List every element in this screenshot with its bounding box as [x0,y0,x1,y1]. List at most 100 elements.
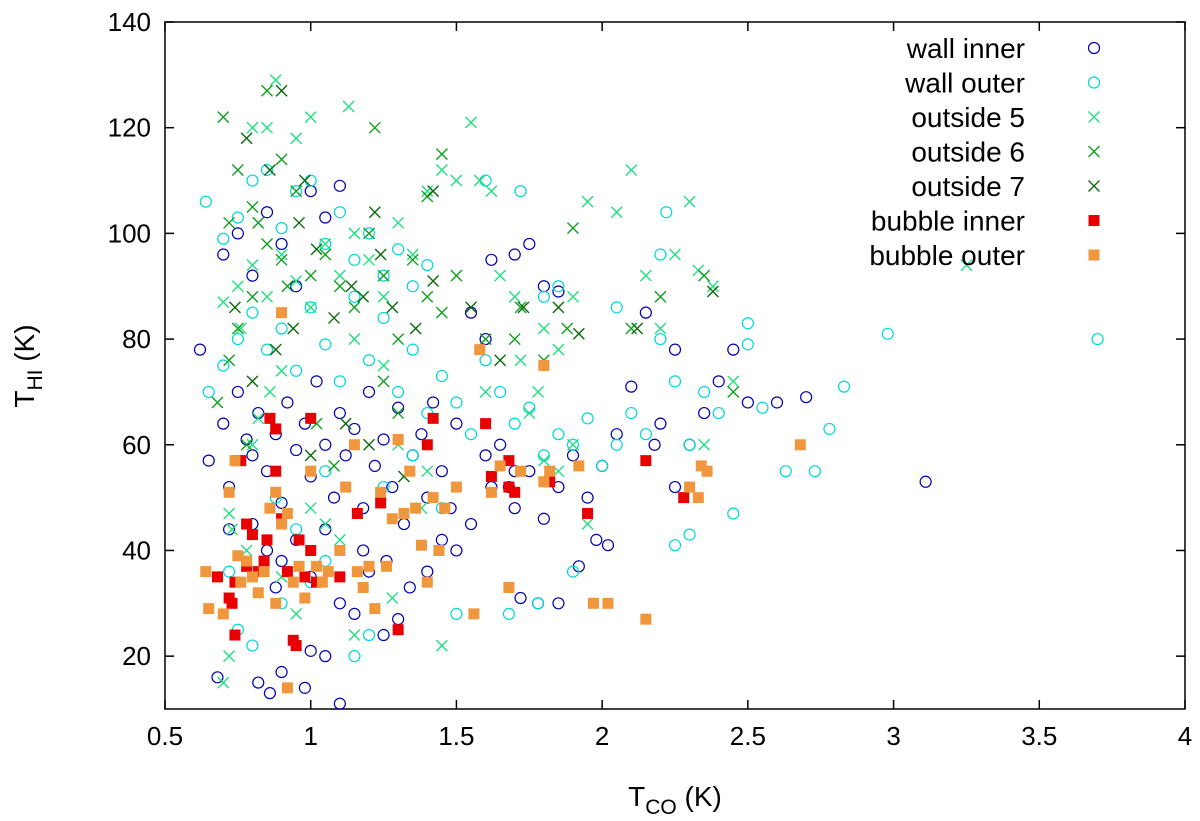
data-point [377,628,390,642]
data-point [392,433,404,445]
data-point [270,465,282,477]
data-point [668,343,682,356]
data-point [698,438,711,451]
data-point [573,460,585,472]
data-point [427,492,439,504]
data-point [275,253,288,266]
data-point [537,280,550,293]
data-point [348,607,361,620]
series-outside-7 [228,84,719,483]
data-point [333,269,346,282]
legend-marker [1087,76,1101,89]
data-point [319,248,332,261]
data-point [406,343,419,356]
data-point [706,285,719,298]
data-point [532,385,545,398]
data-point [450,607,463,620]
data-point [217,676,230,689]
data-point [639,269,652,282]
data-point [231,280,244,293]
data-point [669,248,681,261]
data-point [531,597,545,610]
data-point [479,385,492,398]
y-axis-title: THI (K) [9,324,47,407]
data-point [322,566,334,578]
data-point [712,406,725,420]
data-point [421,439,433,451]
data-point [450,174,463,187]
data-point [261,84,273,97]
data-point [514,301,527,314]
data-point [319,237,332,251]
data-point [741,396,754,409]
data-point [756,401,769,414]
data-point [538,360,550,371]
data-point [625,380,638,393]
data-point [362,628,376,642]
data-point [421,565,434,578]
data-point [264,502,276,514]
data-point [333,406,346,420]
series-bubble-inner [211,412,690,652]
data-point [421,185,434,198]
data-point [234,322,247,335]
data-point [357,544,370,557]
data-point [290,185,303,198]
data-point [327,491,341,504]
data-point [485,486,497,498]
data-point [299,592,311,604]
y-tick-label: 140 [108,7,151,37]
data-point [683,528,696,541]
legend-marker [1087,41,1101,55]
data-point [246,121,259,134]
data-point [552,285,565,298]
data-point [479,333,492,346]
data-point [415,428,428,441]
data-point [223,216,236,229]
data-point [269,74,282,87]
data-point [581,412,594,425]
data-point [217,417,230,430]
data-point [561,322,574,335]
data-point [794,439,806,451]
data-point [537,512,550,525]
data-point [523,401,536,414]
data-point [683,438,696,451]
data-point [319,211,332,224]
data-point [275,222,288,235]
data-point [252,216,265,229]
data-point [226,597,238,609]
x-tick-label: 2.5 [730,721,766,751]
data-point [363,227,375,240]
data-point [823,422,836,436]
data-point [260,163,274,177]
data-point [290,443,303,457]
data-point [464,517,478,531]
data-point [741,338,754,351]
data-point [587,597,599,609]
data-point [333,697,346,710]
data-point [275,153,288,166]
data-point [287,576,299,588]
data-point [333,206,346,219]
data-point [421,576,433,588]
data-point [808,465,821,478]
data-point [566,565,580,578]
data-point [435,306,448,319]
data-point [435,533,448,546]
data-point [692,492,704,504]
data-point [363,253,375,266]
data-point [668,539,682,552]
data-point [450,481,462,493]
data-point [223,565,236,578]
data-point [552,301,565,314]
data-point [654,417,667,430]
data-point [290,607,303,620]
data-point [211,396,224,409]
data-point [406,248,419,261]
data-point [299,571,311,583]
data-point [625,163,638,176]
data-point [639,428,652,441]
data-point [231,163,244,176]
